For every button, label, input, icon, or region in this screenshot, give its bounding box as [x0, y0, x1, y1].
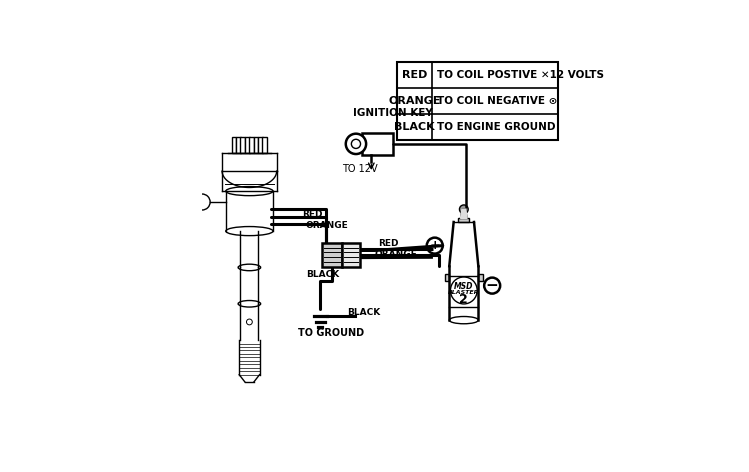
Bar [362, 133, 393, 155]
Ellipse shape [225, 186, 273, 196]
Bar [236, 136, 240, 153]
Text: BLACK: BLACK [348, 308, 380, 317]
Bar [231, 136, 236, 153]
Bar [458, 219, 470, 222]
Ellipse shape [449, 317, 479, 324]
Circle shape [346, 134, 366, 154]
Circle shape [194, 194, 210, 210]
Text: ORANGE: ORANGE [374, 250, 417, 259]
Text: −: − [486, 278, 499, 293]
Text: BLACK: BLACK [306, 270, 339, 279]
Bar [240, 136, 245, 153]
Bar [249, 136, 254, 153]
Text: MSD: MSD [454, 282, 473, 291]
Bar [396, 62, 558, 140]
Text: TO COIL NEGATIVE ⊙: TO COIL NEGATIVE ⊙ [437, 96, 557, 106]
Text: TO COIL POSTIVE ✕12 VOLTS: TO COIL POSTIVE ✕12 VOLTS [437, 70, 604, 80]
Ellipse shape [450, 277, 477, 304]
Text: 2: 2 [459, 293, 468, 306]
Text: ORANGE: ORANGE [388, 96, 440, 106]
Bar [258, 136, 263, 153]
Text: BLASTER: BLASTER [448, 290, 479, 295]
Text: TO GROUND: TO GROUND [298, 328, 365, 338]
Text: RED: RED [401, 70, 427, 80]
Bar [322, 243, 342, 267]
Bar [342, 243, 360, 267]
Text: RED: RED [378, 239, 399, 248]
Polygon shape [461, 209, 467, 219]
Text: RED: RED [302, 210, 323, 219]
Bar [262, 136, 267, 153]
Text: TO ENGINE GROUND: TO ENGINE GROUND [437, 122, 555, 132]
Circle shape [459, 205, 468, 214]
Bar [245, 136, 249, 153]
Text: TO 12V: TO 12V [342, 164, 377, 174]
Text: IGNITION KEY: IGNITION KEY [353, 108, 433, 118]
Ellipse shape [238, 301, 261, 307]
Bar [479, 274, 482, 281]
Ellipse shape [238, 264, 261, 271]
Text: BLACK: BLACK [394, 122, 434, 132]
Text: ORANGE: ORANGE [306, 221, 348, 230]
Circle shape [351, 139, 360, 149]
Bar [254, 136, 258, 153]
Text: +: + [429, 239, 440, 252]
Ellipse shape [225, 227, 273, 236]
Bar [445, 274, 449, 281]
